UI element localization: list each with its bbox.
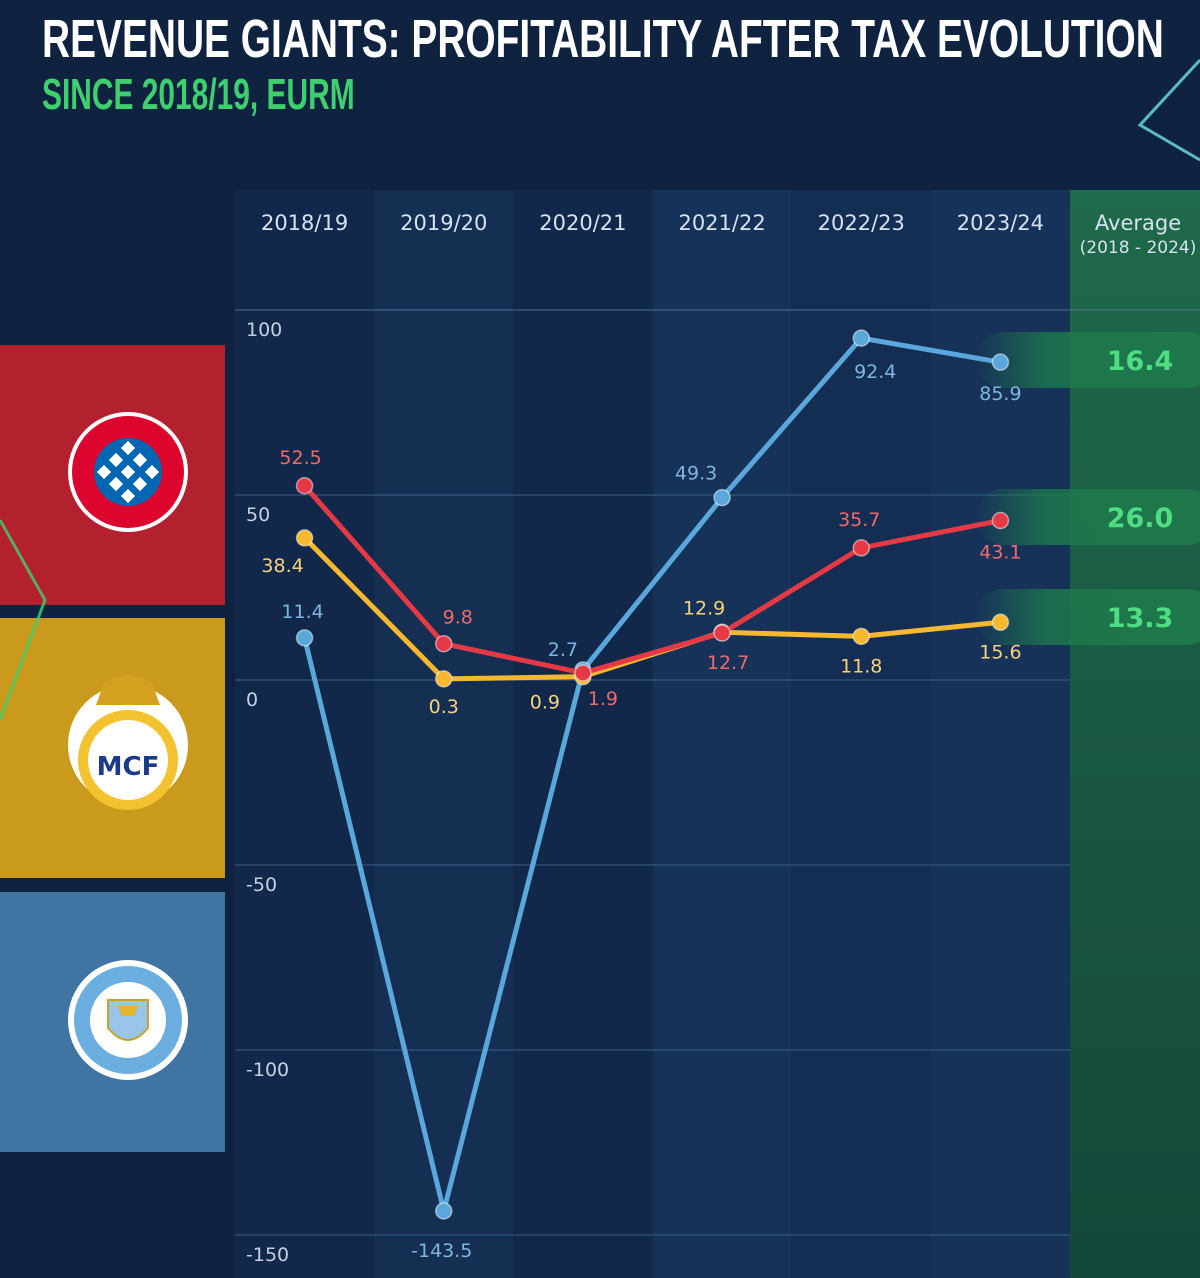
data-label: 2.7 [548, 639, 578, 661]
y-tick-label: -100 [246, 1059, 289, 1081]
data-point [435, 670, 453, 688]
club-band: MCF [0, 618, 225, 878]
city-logo-shield [107, 999, 149, 1041]
average-header-range: (2018 - 2024) [1080, 238, 1197, 258]
bayern-logo-diamond [108, 452, 124, 468]
column-bg [513, 190, 653, 1278]
data-label: 85.9 [979, 383, 1021, 405]
series-line [302, 484, 1001, 676]
x-tick-label: 2021/22 [678, 211, 765, 235]
data-label: 0.3 [429, 696, 459, 718]
data-label: 9.8 [443, 607, 473, 629]
average-value: 16.4 [1107, 346, 1174, 377]
bayern-logo-diamond [120, 488, 136, 504]
data-point [991, 353, 1010, 371]
data-label: 12.7 [707, 652, 749, 674]
data-label: 0.9 [530, 692, 560, 714]
x-tick-label: 2022/23 [818, 211, 905, 235]
bayern-logo-diamond [144, 464, 160, 480]
data-point [295, 529, 314, 547]
average-value: 26.0 [1107, 503, 1174, 534]
bayern-logo-diamond [120, 464, 136, 480]
data-label: 52.5 [279, 447, 321, 469]
data-label: 11.8 [840, 655, 882, 677]
chart-title: REVENUE GIANTS: PROFITABILITY AFTER TAX … [42, 9, 1164, 69]
data-label: 43.1 [979, 542, 1021, 564]
y-tick-label: -150 [246, 1244, 289, 1266]
data-point [435, 1202, 453, 1220]
bayern-logo-diamond [96, 464, 112, 480]
average-pill [975, 332, 1200, 388]
data-point [991, 613, 1010, 632]
bayern-logo-diamond [108, 476, 124, 492]
column-bg [374, 190, 514, 1278]
data-point [852, 539, 870, 557]
average-pill [975, 489, 1200, 545]
column-bg [652, 190, 792, 1278]
x-tick-label: 2023/24 [957, 211, 1044, 235]
bayern-logo-diamond [132, 476, 148, 492]
x-tick-label: 2019/20 [400, 211, 487, 235]
y-tick-label: -50 [246, 874, 277, 896]
data-point [713, 624, 731, 642]
data-label: 1.9 [588, 688, 618, 710]
decorative-neon-line [0, 519, 47, 721]
column-bg [235, 190, 375, 1278]
average-pill [975, 589, 1200, 645]
data-label: 11.4 [281, 601, 323, 623]
data-point [713, 488, 731, 507]
data-label: 49.3 [675, 463, 717, 485]
madrid-logo-letters: MCF [97, 752, 160, 782]
average-value: 13.3 [1107, 603, 1174, 634]
data-label: 12.9 [683, 597, 725, 619]
data-point [435, 634, 453, 653]
bayern-logo-diamond [132, 452, 148, 468]
average-header: Average [1095, 211, 1181, 235]
chart-subtitle: SINCE 2018/19, EURM [42, 70, 355, 119]
data-label: 92.4 [854, 361, 896, 383]
y-tick-label: 100 [246, 319, 282, 341]
data-label: 15.6 [979, 641, 1021, 663]
data-label: 38.4 [261, 555, 303, 577]
data-point [852, 329, 870, 347]
bayern-logo-diamond [120, 440, 136, 456]
data-point [991, 511, 1010, 530]
madrid-logo-center [88, 720, 168, 800]
club-band [0, 345, 225, 605]
y-tick-label: 50 [246, 504, 270, 526]
x-tick-label: 2018/19 [261, 211, 348, 235]
column-bg [791, 190, 931, 1278]
club-band [0, 892, 225, 1152]
city-logo-ship [118, 1006, 138, 1016]
decorative-neon-line [1137, 58, 1200, 162]
y-tick-label: 0 [246, 689, 258, 711]
data-label: -143.5 [411, 1240, 472, 1262]
data-label: 35.7 [838, 509, 880, 531]
series-line [302, 335, 1001, 1214]
data-point [852, 627, 870, 646]
madrid-logo-crown [96, 673, 160, 705]
data-point [574, 664, 592, 682]
data-point [295, 629, 314, 647]
data-point [295, 477, 314, 495]
x-tick-label: 2020/21 [539, 211, 626, 235]
